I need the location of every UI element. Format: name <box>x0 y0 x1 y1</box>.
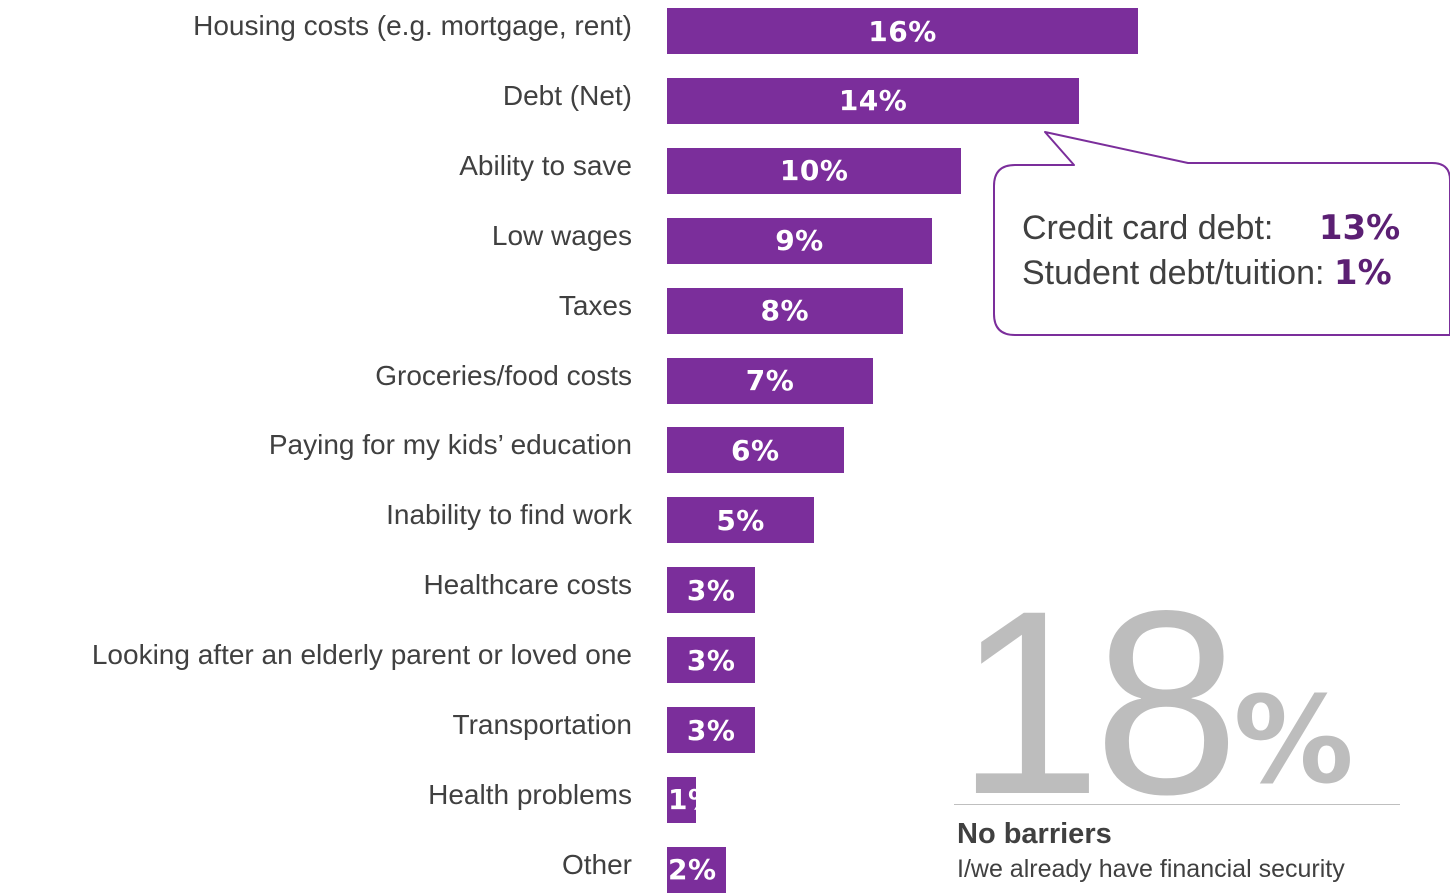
no-barriers-stat: 18% <box>956 556 1354 849</box>
callout-value: 13% <box>1318 208 1401 248</box>
callout-row-credit-card: Credit card debt: 13% <box>1022 208 1400 248</box>
bar: 14% <box>667 77 1080 124</box>
category-label: Looking after an elderly parent or loved… <box>91 639 632 671</box>
bar: 3% <box>667 637 756 684</box>
category-label: Transportation <box>452 709 633 740</box>
bar: 9% <box>667 217 932 264</box>
bar: 8% <box>667 287 903 334</box>
category-label: Inability to find work <box>386 499 632 531</box>
stat-number: 18 <box>956 556 1239 849</box>
bar: 10% <box>667 147 962 194</box>
category-label: Other <box>561 848 632 880</box>
stat-subtitle: I/we already have financial security <box>957 855 1345 883</box>
bar-value-label: 9% <box>775 224 824 258</box>
bar: 2% <box>667 846 726 893</box>
bar-value-label: 7% <box>745 364 795 397</box>
bar: 7% <box>667 357 874 404</box>
bar: 16% <box>667 8 1139 54</box>
stat-percent-sign: % <box>1233 672 1354 811</box>
bar: 1% <box>667 776 697 823</box>
bar-value-label: 2% <box>668 853 717 887</box>
bar-value-label: 6% <box>731 433 780 467</box>
stat-title: No barriers <box>957 818 1112 850</box>
category-label: Healthcare costs <box>423 569 632 601</box>
category-label: Groceries/food costs <box>375 359 632 391</box>
bar: 3% <box>667 707 756 753</box>
category-label: Housing costs (e.g. mortgage, rent) <box>193 10 632 41</box>
bar-value-label: 8% <box>760 294 810 328</box>
category-label: Taxes <box>558 289 632 321</box>
stat-divider <box>954 804 1400 805</box>
callout-row-student-debt: Student debt/tuition: 1% <box>1022 253 1392 293</box>
bar-value-label: 10% <box>779 154 849 188</box>
bar-value-label: 16% <box>868 14 937 48</box>
bar-value-label: 14% <box>838 84 908 118</box>
bar-value-label: 3% <box>686 643 736 677</box>
category-label: Health problems <box>428 778 632 810</box>
callout-value: 1% <box>1333 253 1392 293</box>
category-label: Ability to save <box>459 149 632 181</box>
bar-value-label: 1% <box>668 783 696 817</box>
bar: 6% <box>667 427 844 474</box>
bar: 5% <box>667 497 815 544</box>
category-label: Low wages <box>491 219 632 251</box>
callout-label: Student debt/tuition: <box>1022 254 1325 292</box>
bar: 3% <box>667 567 756 614</box>
bar-value-label: 5% <box>716 503 765 537</box>
callout-label: Credit card debt: <box>1022 209 1274 247</box>
bar-value-label: 3% <box>686 713 736 747</box>
category-label: Paying for my kids’ education <box>268 429 632 461</box>
bar-value-label: 3% <box>686 573 736 607</box>
category-label: Debt (Net) <box>502 79 632 111</box>
